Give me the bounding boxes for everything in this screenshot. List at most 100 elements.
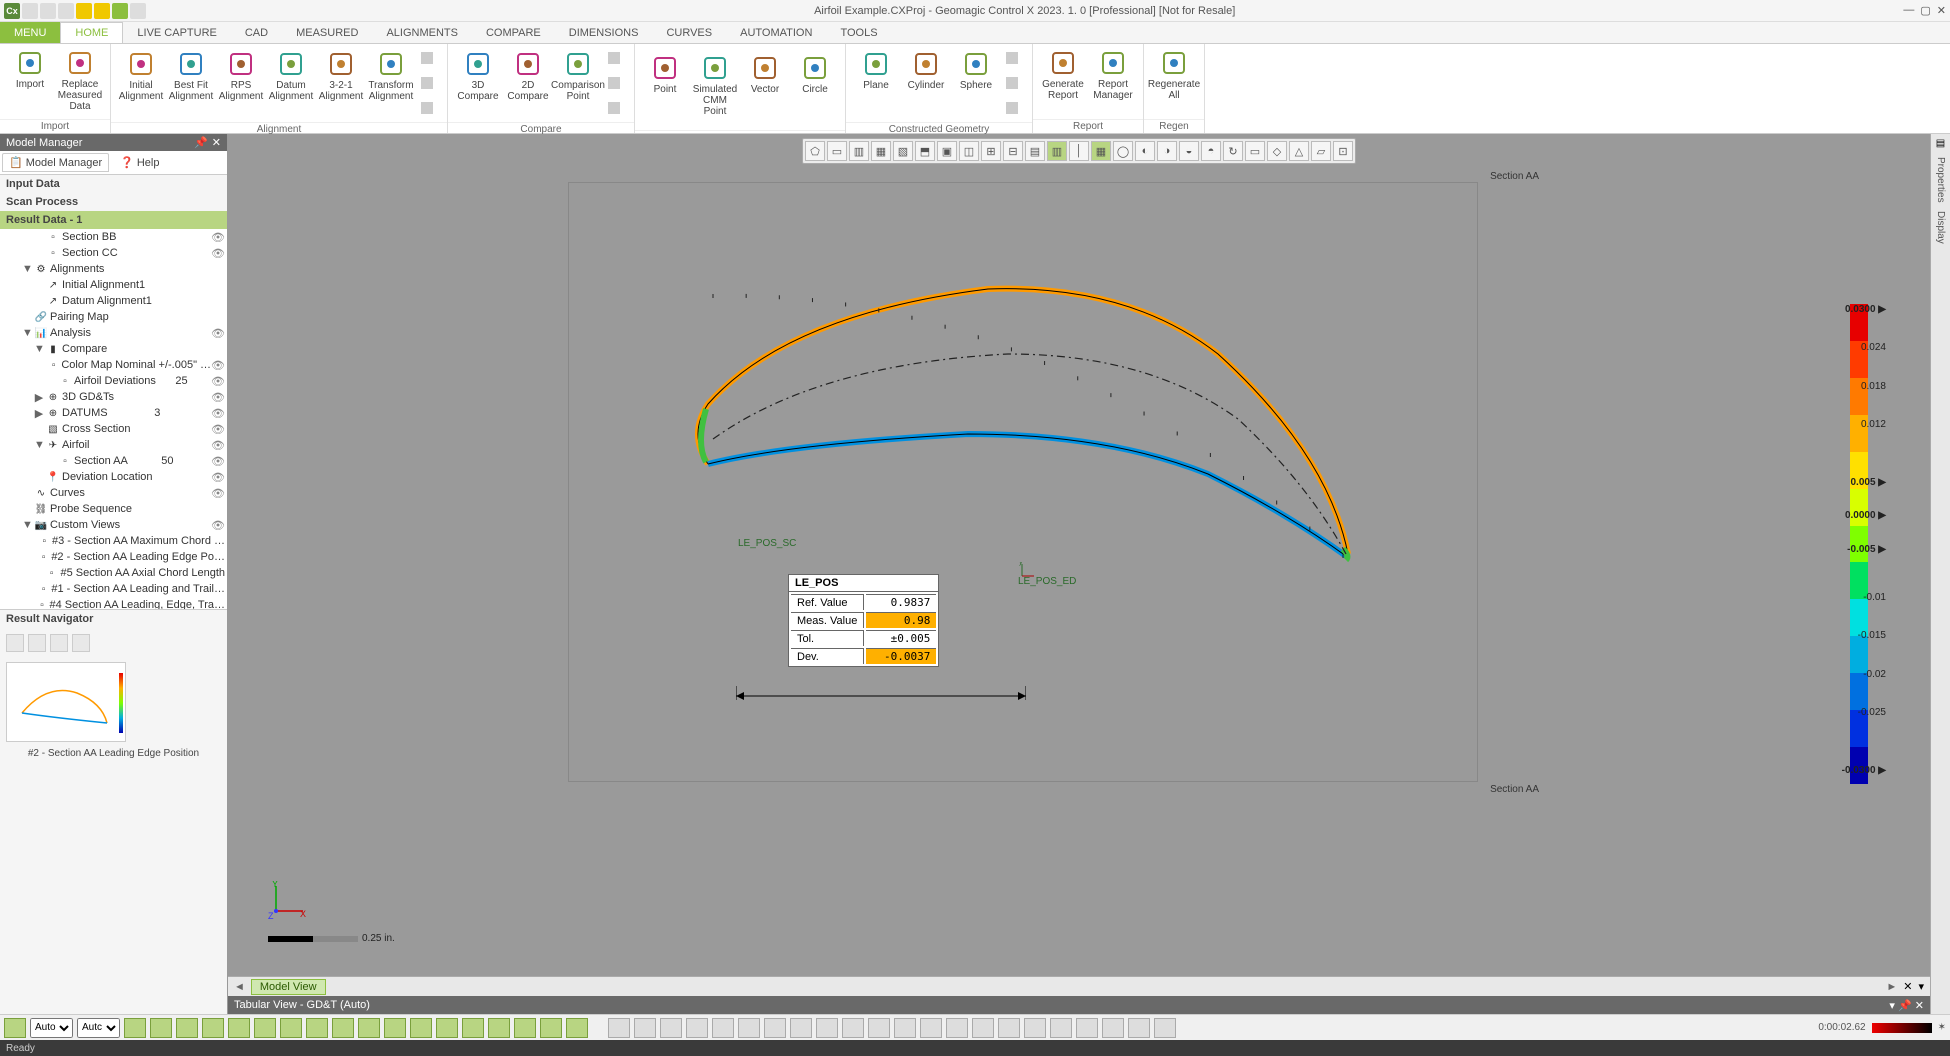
properties-tab[interactable]: Properties [1935, 157, 1946, 203]
plane-button[interactable]: Plane [852, 48, 900, 118]
visibility-icon[interactable]: 👁 [211, 439, 225, 452]
visibility-icon[interactable]: 👁 [211, 455, 225, 468]
tab-curves[interactable]: CURVES [652, 22, 726, 43]
tab-tools[interactable]: TOOLS [826, 22, 891, 43]
status-tool-2[interactable] [176, 1018, 198, 1038]
tree-item[interactable]: ↗Datum Alignment1 [0, 293, 227, 309]
tab-alignments[interactable]: ALIGNMENTS [372, 22, 472, 43]
tab-dimensions[interactable]: DIMENSIONS [555, 22, 653, 43]
view-tool-7[interactable]: ◫ [959, 141, 979, 161]
qat-new-icon[interactable] [22, 3, 38, 19]
comparison-point-button[interactable]: Comparison Point [554, 48, 602, 118]
ribbon-overflow-2-1[interactable] [604, 71, 628, 95]
status-tool-b-4[interactable] [712, 1018, 734, 1038]
status-tool-8[interactable] [332, 1018, 354, 1038]
status-tool-b-15[interactable] [998, 1018, 1020, 1038]
status-tool-b-19[interactable] [1102, 1018, 1124, 1038]
ribbon-overflow-1-2[interactable] [417, 96, 441, 120]
ribbon-overflow-4-0[interactable] [1002, 46, 1026, 70]
qat-redo-icon[interactable] [94, 3, 110, 19]
view-tool-8[interactable]: ⊞ [981, 141, 1001, 161]
tree-item[interactable]: ▫Airfoil Deviations25👁 [0, 373, 227, 389]
view-tool-9[interactable]: ⊟ [1003, 141, 1023, 161]
status-settings-icon[interactable]: ✶ [1938, 1022, 1946, 1033]
status-tool-b-3[interactable] [686, 1018, 708, 1038]
tree-item[interactable]: ▫#2 - Section AA Leading Edge Po… [0, 549, 227, 565]
view-tool-17[interactable]: ◒ [1179, 141, 1199, 161]
view-tool-23[interactable]: ▱ [1311, 141, 1331, 161]
status-tool-6[interactable] [280, 1018, 302, 1038]
thumb-tool-2[interactable] [28, 634, 46, 652]
rps-alignment-button[interactable]: RPS Alignment [217, 48, 265, 118]
status-tool-b-17[interactable] [1050, 1018, 1072, 1038]
ribbon-overflow-4-1[interactable] [1002, 71, 1026, 95]
visibility-icon[interactable]: 👁 [211, 247, 225, 260]
status-tool-10[interactable] [384, 1018, 406, 1038]
tree-item[interactable]: ▼▮Compare [0, 341, 227, 357]
simulated-cmm-point-button[interactable]: Simulated CMM Point [691, 52, 739, 122]
ribbon-overflow-2-2[interactable] [604, 96, 628, 120]
dock-icon[interactable]: ▤ [1936, 138, 1945, 149]
qat-export-icon[interactable] [112, 3, 128, 19]
visibility-icon[interactable]: 👁 [211, 423, 225, 436]
viewport[interactable]: ⬠▭▥▦▧⬒▣◫⊞⊟▤▥│▦◯◐◑◒◓↻▭◇△▱⊡ Section AA Sec… [228, 134, 1930, 1014]
view-tool-6[interactable]: ▣ [937, 141, 957, 161]
status-tool-b-5[interactable] [738, 1018, 760, 1038]
status-select-2[interactable]: Autc [77, 1018, 120, 1038]
status-tool-13[interactable] [462, 1018, 484, 1038]
sb-btn-0[interactable] [4, 1018, 26, 1038]
view-tool-5[interactable]: ⬒ [915, 141, 935, 161]
view-tab-next-icon[interactable]: ► [1886, 981, 1897, 993]
status-tool-17[interactable] [566, 1018, 588, 1038]
panel-tab-help[interactable]: ❓Help [113, 153, 166, 172]
tab-compare[interactable]: COMPARE [472, 22, 555, 43]
status-tool-b-18[interactable] [1076, 1018, 1098, 1038]
status-tool-0[interactable] [124, 1018, 146, 1038]
status-tool-16[interactable] [540, 1018, 562, 1038]
status-tool-b-11[interactable] [894, 1018, 916, 1038]
view-thumbnail[interactable] [6, 662, 126, 742]
tab-measured[interactable]: MEASURED [282, 22, 372, 43]
section-input-data[interactable]: Input Data [0, 175, 227, 193]
status-tool-b-9[interactable] [842, 1018, 864, 1038]
tree-item[interactable]: ▼⚙Alignments [0, 261, 227, 277]
status-tool-3[interactable] [202, 1018, 224, 1038]
tab-home[interactable]: HOME [60, 22, 123, 43]
status-tool-b-7[interactable] [790, 1018, 812, 1038]
tree-item[interactable]: ▶⊕3D GD&Ts👁 [0, 389, 227, 405]
status-tool-4[interactable] [228, 1018, 250, 1038]
qat-more-icon[interactable] [130, 3, 146, 19]
visibility-icon[interactable]: 👁 [211, 231, 225, 244]
status-tool-b-2[interactable] [660, 1018, 682, 1038]
tree-item[interactable]: ▼📊Analysis👁 [0, 325, 227, 341]
tree-item[interactable]: ▧Cross Section👁 [0, 421, 227, 437]
visibility-icon[interactable]: 👁 [211, 471, 225, 484]
transform-alignment-button[interactable]: Transform Alignment [367, 48, 415, 118]
tree-item[interactable]: ▫#3 - Section AA Maximum Chord … [0, 533, 227, 549]
view-tool-1[interactable]: ▭ [827, 141, 847, 161]
status-tool-1[interactable] [150, 1018, 172, 1038]
status-tool-b-20[interactable] [1128, 1018, 1150, 1038]
visibility-icon[interactable]: 👁 [211, 407, 225, 420]
status-tool-b-0[interactable] [608, 1018, 630, 1038]
3d-compare-button[interactable]: 3D Compare [454, 48, 502, 118]
view-tool-11[interactable]: ▥ [1047, 141, 1067, 161]
view-tool-16[interactable]: ◑ [1157, 141, 1177, 161]
minimize-icon[interactable]: — [1903, 4, 1914, 17]
best-fit-alignment-button[interactable]: Best Fit Alignment [167, 48, 215, 118]
close-icon[interactable]: ✕ [1937, 4, 1946, 17]
status-tool-b-16[interactable] [1024, 1018, 1046, 1038]
status-tool-b-8[interactable] [816, 1018, 838, 1038]
sphere-button[interactable]: Sphere [952, 48, 1000, 118]
view-tool-2[interactable]: ▥ [849, 141, 869, 161]
qat-open-icon[interactable] [40, 3, 56, 19]
view-tool-20[interactable]: ▭ [1245, 141, 1265, 161]
status-tool-b-14[interactable] [972, 1018, 994, 1038]
tree-item[interactable]: ▫#4 Section AA Leading, Edge, Tra… [0, 597, 227, 609]
tree-item[interactable]: ▶⊕DATUMS3👁 [0, 405, 227, 421]
view-tool-21[interactable]: ◇ [1267, 141, 1287, 161]
report-manager-button[interactable]: Report Manager [1089, 47, 1137, 117]
import-button[interactable]: Import [6, 47, 54, 117]
thumb-tool-3[interactable] [50, 634, 68, 652]
view-tool-18[interactable]: ◓ [1201, 141, 1221, 161]
